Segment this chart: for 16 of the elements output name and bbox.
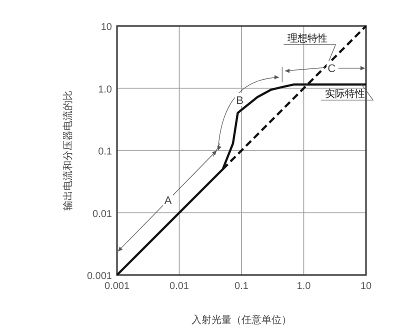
annotation: A bbox=[164, 195, 172, 208]
y-tick-label: 10 bbox=[100, 22, 112, 33]
x-axis-title: 入射光量（任意单位） bbox=[192, 314, 292, 326]
annotation: B bbox=[236, 94, 244, 107]
x-tick-label: 0.1 bbox=[234, 281, 249, 292]
annotation: C bbox=[328, 63, 336, 76]
y-tick-label: 0.1 bbox=[98, 146, 112, 158]
x-tick-label: 1.0 bbox=[296, 281, 312, 292]
series-label: 理想特性 bbox=[288, 32, 328, 45]
y-tick-label: 0.01 bbox=[92, 208, 112, 220]
x-tick-label: 10 bbox=[360, 281, 372, 292]
y-tick-label: 0.001 bbox=[86, 271, 112, 282]
y-tick-label: 1.0 bbox=[98, 84, 112, 96]
series-label: 实际特性 bbox=[325, 88, 366, 100]
x-tick-label: 0.01 bbox=[170, 281, 190, 292]
y-axis-title: 输出电流和分压器电流的比 bbox=[62, 90, 74, 210]
